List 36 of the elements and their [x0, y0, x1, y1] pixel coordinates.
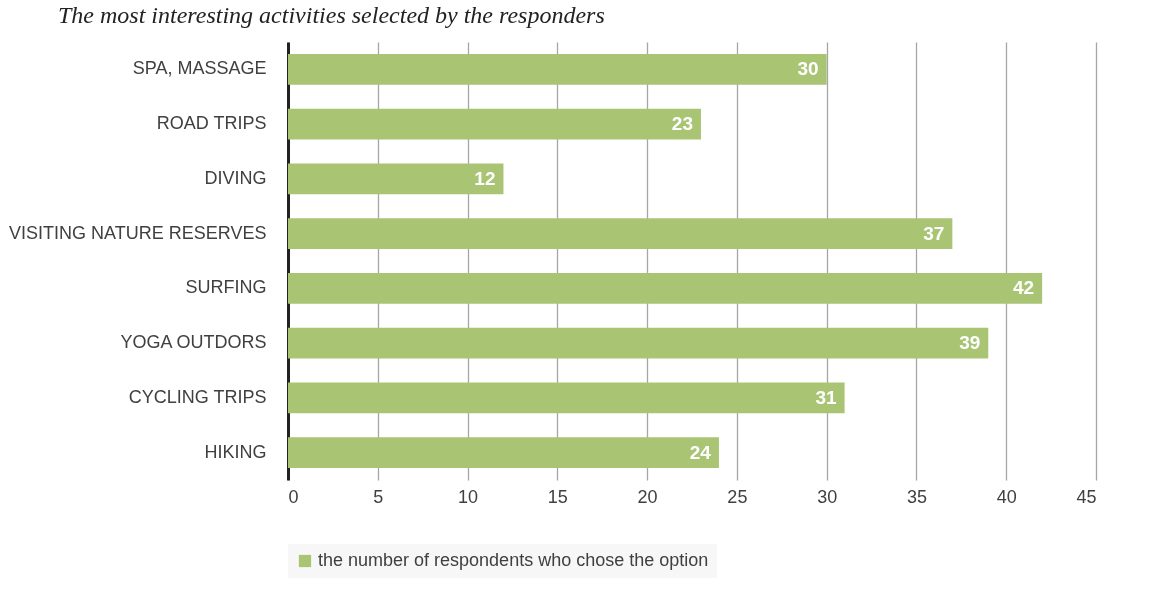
data-label: 30	[797, 58, 819, 80]
data-label: 31	[815, 386, 838, 408]
bar	[288, 382, 845, 414]
y-tick-label: ROAD TRIPS	[156, 113, 267, 134]
x-tick-label: 45	[1076, 486, 1097, 507]
x-tick-label: 25	[727, 486, 748, 507]
data-label: 24	[689, 441, 712, 463]
bar	[288, 163, 504, 195]
x-tick-label: 15	[547, 486, 568, 507]
bar	[288, 327, 989, 359]
x-tick-label: 0	[288, 486, 299, 507]
data-label: 23	[671, 113, 693, 135]
bar	[288, 54, 827, 85]
data-label: 39	[959, 332, 981, 354]
bar	[288, 437, 719, 468]
chart-title: The most interesting activities selected by the responders	[58, 2, 605, 28]
bar	[288, 218, 953, 249]
legend-label: the number of respondents who chose the option	[318, 550, 709, 570]
bar	[288, 108, 701, 140]
x-tick-label: 35	[906, 486, 927, 507]
bar	[288, 273, 1043, 304]
y-tick-label: DIVING	[204, 167, 267, 188]
y-tick-label: CYCLING TRIPS	[128, 386, 267, 407]
x-tick-label: 40	[996, 486, 1017, 507]
x-tick-label: 30	[817, 486, 838, 507]
y-tick-label: VISITING NATURE RESERVES	[9, 222, 267, 243]
x-tick-label: 20	[637, 486, 658, 507]
y-tick-label: SPA, MASSAGE	[132, 58, 267, 79]
y-tick-label: HIKING	[204, 441, 267, 462]
data-label: 42	[1012, 277, 1035, 299]
y-tick-label: YOGA OUTDORS	[120, 332, 267, 353]
data-label: 12	[474, 167, 496, 189]
x-tick-label: 5	[373, 486, 384, 507]
x-tick-label: 10	[458, 486, 479, 507]
y-tick-label: SURFING	[185, 277, 267, 298]
data-label: 37	[923, 222, 945, 244]
